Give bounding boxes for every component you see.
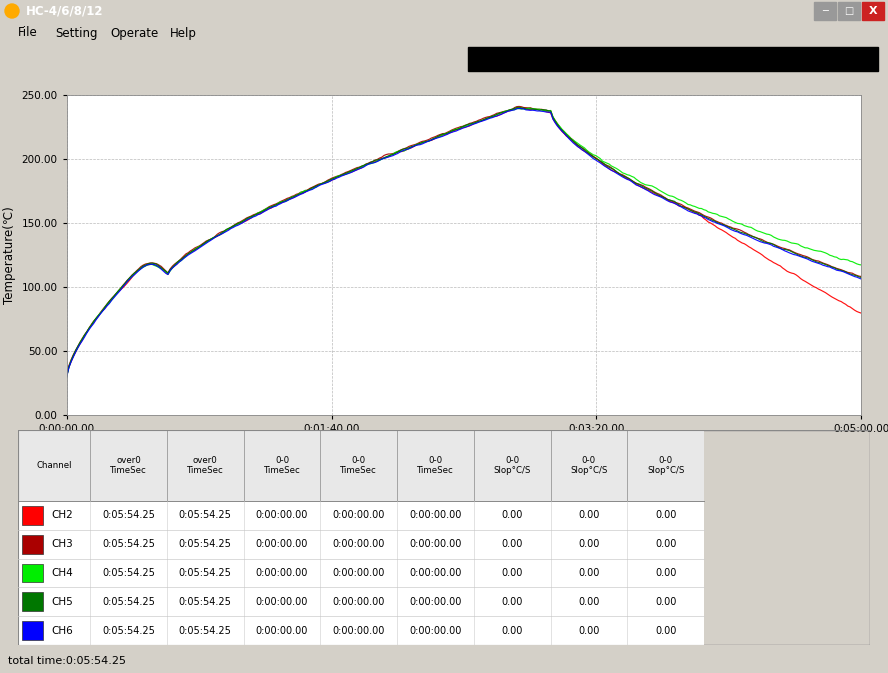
Bar <box>22 592 44 611</box>
Bar <box>862 2 884 20</box>
Text: 0:00:00.00: 0:00:00.00 <box>256 539 308 549</box>
Text: 0:00:00.00: 0:00:00.00 <box>333 568 385 578</box>
Text: CH6: CH6 <box>52 626 74 635</box>
Text: 0.00: 0.00 <box>502 626 523 635</box>
Text: 0:00:00.00: 0:00:00.00 <box>333 539 385 549</box>
Text: 0:00:00.00: 0:00:00.00 <box>256 510 308 520</box>
Text: over0
TimeSec: over0 TimeSec <box>110 456 147 475</box>
Text: 0.00: 0.00 <box>578 597 599 607</box>
Bar <box>18 501 704 530</box>
Text: File: File <box>18 26 38 40</box>
Text: ─: ─ <box>822 6 828 16</box>
Text: 0.00: 0.00 <box>578 510 599 520</box>
X-axis label: Time(h:mm:ss.zzz): Time(h:mm:ss.zzz) <box>405 438 523 451</box>
Bar <box>22 621 44 640</box>
Text: 0.00: 0.00 <box>502 597 523 607</box>
Text: 0:05:54.25: 0:05:54.25 <box>178 626 232 635</box>
Bar <box>18 616 704 645</box>
Text: □: □ <box>844 6 853 16</box>
Text: 0.00: 0.00 <box>655 597 677 607</box>
Text: CH2: CH2 <box>52 510 74 520</box>
Text: Operate: Operate <box>110 26 158 40</box>
Text: CH5: CH5 <box>52 597 74 607</box>
Text: HC-4/6/8/12: HC-4/6/8/12 <box>26 5 104 17</box>
Text: 0:00:00.00: 0:00:00.00 <box>409 539 462 549</box>
Text: 0:00:00.00: 0:00:00.00 <box>409 626 462 635</box>
Text: 0:05:54.25: 0:05:54.25 <box>102 568 155 578</box>
Text: total time:0:05:54.25: total time:0:05:54.25 <box>8 656 126 666</box>
Text: CH3: CH3 <box>52 539 74 549</box>
Text: 0-0
Slop°C/S: 0-0 Slop°C/S <box>647 456 685 475</box>
Bar <box>814 2 836 20</box>
Text: 0:00:00.00: 0:00:00.00 <box>409 597 462 607</box>
Text: 0:05:54.25: 0:05:54.25 <box>178 597 232 607</box>
Text: 0:00:00.00: 0:00:00.00 <box>409 568 462 578</box>
Text: 0:05:54.25: 0:05:54.25 <box>102 597 155 607</box>
Text: 0-0
TimeSec: 0-0 TimeSec <box>340 456 377 475</box>
Bar <box>22 563 44 582</box>
Circle shape <box>5 4 19 18</box>
Text: 0.00: 0.00 <box>578 568 599 578</box>
Text: CH4: CH4 <box>52 568 74 578</box>
Text: 0.00: 0.00 <box>655 539 677 549</box>
Text: 0:05:54.25: 0:05:54.25 <box>178 510 232 520</box>
Y-axis label: Temperature(℃): Temperature(℃) <box>3 206 16 304</box>
Text: 0-0
TimeSec: 0-0 TimeSec <box>417 456 454 475</box>
Text: 0:00:00.00: 0:00:00.00 <box>333 510 385 520</box>
Text: Setting: Setting <box>55 26 98 40</box>
Text: 0:00:00.00: 0:00:00.00 <box>256 626 308 635</box>
Text: 0.00: 0.00 <box>655 568 677 578</box>
Bar <box>468 47 878 71</box>
Text: 0:00:00.00: 0:00:00.00 <box>333 597 385 607</box>
Bar <box>18 530 704 559</box>
Text: 0-0
Slop°C/S: 0-0 Slop°C/S <box>570 456 607 475</box>
Text: 0.00: 0.00 <box>578 539 599 549</box>
Text: 0:00:00.00: 0:00:00.00 <box>409 510 462 520</box>
Text: 0:05:54.25: 0:05:54.25 <box>102 510 155 520</box>
Text: 0:05:54.25: 0:05:54.25 <box>102 626 155 635</box>
Text: Help: Help <box>170 26 197 40</box>
Bar <box>18 588 704 616</box>
Text: 0:00:00.00: 0:00:00.00 <box>256 597 308 607</box>
Text: Channel: Channel <box>36 461 72 470</box>
Bar <box>18 430 704 501</box>
Bar <box>838 2 860 20</box>
Text: 0:05:54.25: 0:05:54.25 <box>102 539 155 549</box>
Text: 0.00: 0.00 <box>502 568 523 578</box>
Bar <box>18 559 704 588</box>
Text: X: X <box>868 6 877 16</box>
Bar <box>22 506 44 525</box>
Text: 0.00: 0.00 <box>578 626 599 635</box>
Text: 0.00: 0.00 <box>502 539 523 549</box>
Text: 0.00: 0.00 <box>502 510 523 520</box>
Bar <box>22 535 44 553</box>
Text: 0-0
TimeSec: 0-0 TimeSec <box>264 456 300 475</box>
Text: 0.00: 0.00 <box>655 510 677 520</box>
Text: 0:05:54.25: 0:05:54.25 <box>178 568 232 578</box>
Text: over0
TimeSec: over0 TimeSec <box>187 456 224 475</box>
Text: 0:00:00.00: 0:00:00.00 <box>333 626 385 635</box>
Text: 0-0
Slop°C/S: 0-0 Slop°C/S <box>494 456 531 475</box>
Text: 0:00:00.00: 0:00:00.00 <box>256 568 308 578</box>
Text: 0:05:54.25: 0:05:54.25 <box>178 539 232 549</box>
Text: 0.00: 0.00 <box>655 626 677 635</box>
